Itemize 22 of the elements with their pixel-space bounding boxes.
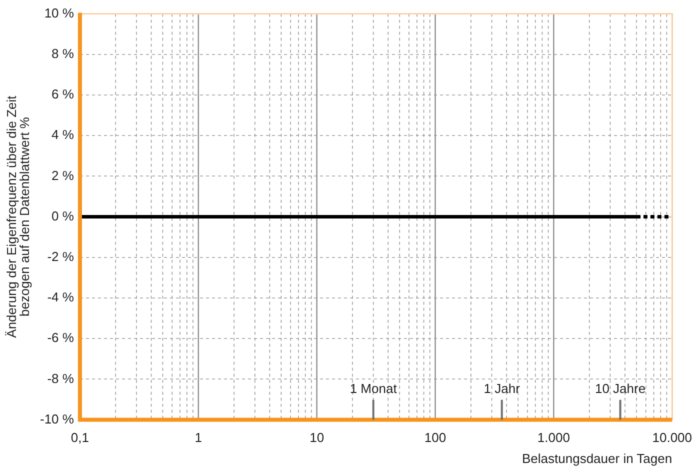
x-axis-title: Belastungsdauer in Tagen [522, 450, 672, 466]
y-tick-label: 4 % [52, 127, 74, 142]
ref-line-label: 10 Jahre [594, 380, 646, 396]
y-tick-label: -2 % [47, 248, 74, 264]
x-tick-label: 10 [310, 430, 324, 446]
x-tick-label: 10.000 [652, 430, 692, 446]
x-tick-label: 100 [424, 430, 446, 446]
x-tick-label: 1 [194, 430, 202, 446]
y-tick-label: 0 % [52, 208, 74, 224]
x-tick-label: 0,1 [70, 430, 89, 446]
y-tick-label: 8 % [52, 46, 74, 61]
y-tick-label: -4 % [47, 290, 74, 305]
x-tick-label: 1.000 [537, 430, 570, 446]
y-tick-label: -6 % [47, 330, 74, 346]
y-tick-label: 6 % [52, 86, 74, 102]
y-tick-label: -8 % [47, 370, 74, 386]
y-tick-label: -10 % [40, 411, 74, 426]
y-tick-label: 2 % [52, 168, 74, 183]
y-axis-title: Änderung der Eigenfrequenz über die Zeit bezogen auf den Datenblattwert % [4, 95, 32, 338]
ref-line-label: 1 Jahr [484, 380, 521, 396]
ref-line-label: 1 Monat [350, 380, 398, 396]
y-tick-label: 10 % [44, 5, 74, 20]
